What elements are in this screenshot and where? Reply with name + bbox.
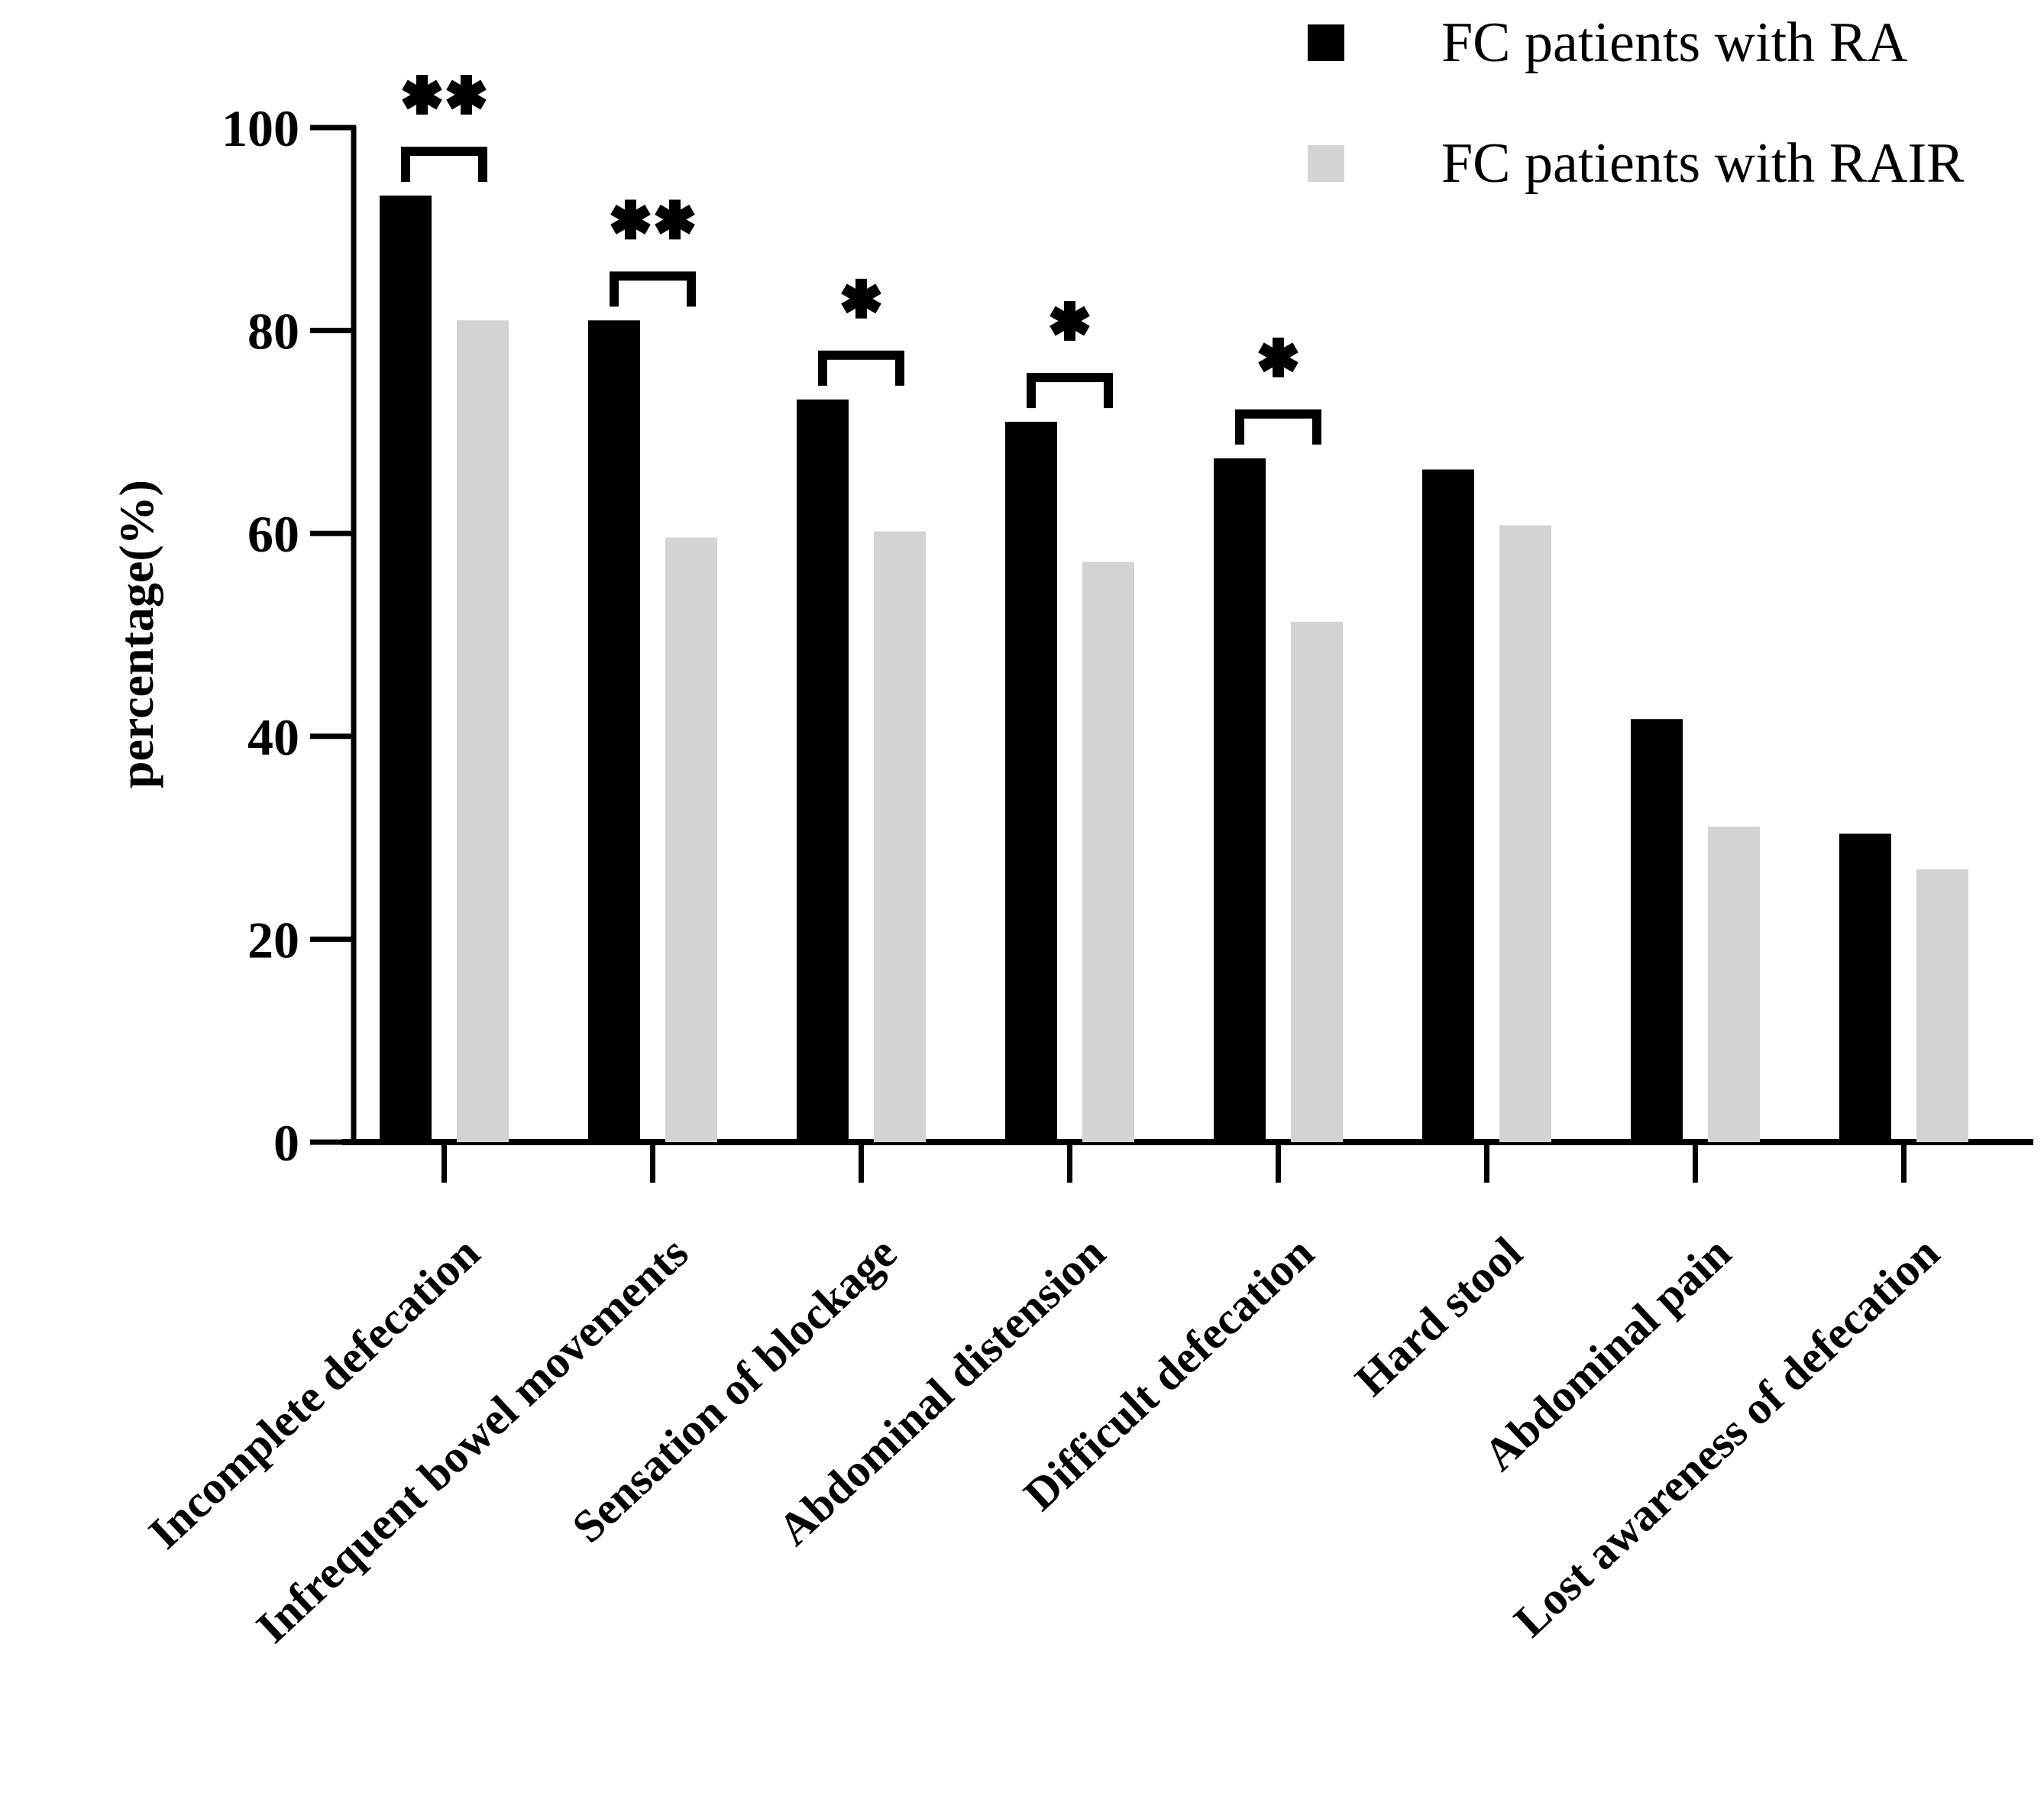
y-tick-label: 80 <box>247 303 299 361</box>
significance-bracket <box>610 271 696 307</box>
bar-rair-6 <box>1708 826 1760 1142</box>
y-axis-title: percentage(%) <box>109 480 163 788</box>
bar-ra-4 <box>1214 458 1266 1142</box>
bar-ra-5 <box>1422 469 1474 1142</box>
legend-label-ra: FC patients with RA <box>1441 11 1908 74</box>
bar-ra-6 <box>1631 719 1683 1142</box>
asterisk-spoke <box>610 204 651 235</box>
y-tick-label: 0 <box>273 1114 299 1172</box>
x-category-label: Infrequent bowel movements <box>247 1227 697 1652</box>
bar-rair-0 <box>457 320 509 1142</box>
bar-rair-2 <box>874 531 926 1142</box>
y-tick-label: 20 <box>247 911 299 969</box>
bar-rair-5 <box>1499 525 1551 1142</box>
bar-rair-4 <box>1291 621 1343 1142</box>
bar-rair-3 <box>1082 562 1134 1142</box>
legend-label-rair: FC patients with RAIR <box>1441 132 1965 195</box>
bar-ra-3 <box>1005 422 1057 1142</box>
legend-swatch-ra-icon <box>1308 24 1344 61</box>
x-category-label: Lost awareness of defecation <box>1505 1227 1949 1646</box>
bar-ra-0 <box>380 195 432 1143</box>
bar-ra-1 <box>588 320 640 1142</box>
significance-bracket <box>818 350 904 386</box>
asterisk-spoke <box>402 79 442 110</box>
bar-rair-7 <box>1916 869 1968 1142</box>
legend-swatch-rair-icon <box>1308 145 1344 182</box>
bar-ra-7 <box>1839 834 1891 1142</box>
bar-rair-1 <box>665 537 717 1142</box>
significance-bracket <box>401 146 487 182</box>
legend-item-rair: FC patients with RAIR <box>1308 128 1965 199</box>
x-category-label: Hard stool <box>1346 1227 1532 1406</box>
y-tick-label: 40 <box>247 708 299 766</box>
y-tick-label: 100 <box>222 99 299 157</box>
significance-bracket <box>1235 409 1321 445</box>
asterisk-spoke <box>841 283 881 314</box>
bar-ra-2 <box>797 399 849 1142</box>
legend-item-ra: FC patients with RA <box>1308 8 1908 78</box>
y-tick-label: 60 <box>247 505 299 563</box>
asterisk-spoke <box>446 79 487 110</box>
asterisk-spoke <box>1049 306 1090 336</box>
asterisk-spoke <box>1258 342 1299 373</box>
x-category-label: Incomplete defecation <box>139 1227 489 1559</box>
significance-bracket <box>1027 373 1113 409</box>
asterisk-spoke <box>655 204 695 235</box>
